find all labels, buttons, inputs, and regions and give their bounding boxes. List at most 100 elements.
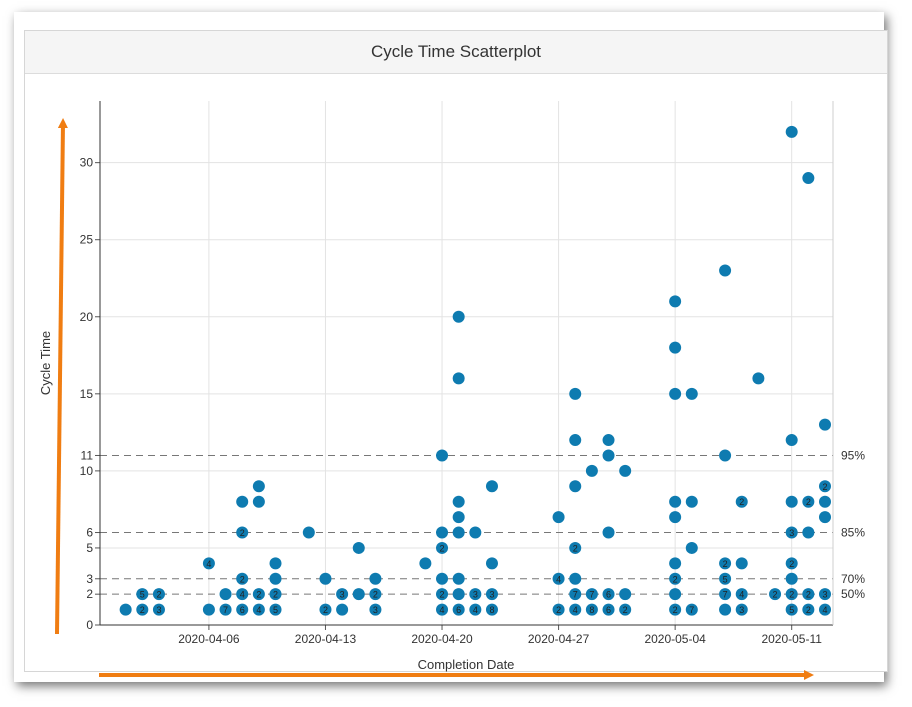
data-point — [802, 172, 815, 185]
data-point — [719, 449, 732, 462]
data-point-count: 4 — [822, 605, 827, 615]
y-tick-label: 6 — [86, 526, 93, 540]
data-point — [469, 588, 482, 601]
x-tick-label: 2020-05-04 — [644, 632, 706, 646]
y-direction-arrow-icon — [55, 118, 68, 635]
y-axis-label: Cycle Time — [38, 331, 53, 395]
data-point — [569, 480, 582, 493]
data-point-count: 8 — [589, 605, 594, 615]
percentile-label: 70% — [841, 572, 865, 586]
data-point-count: 6 — [240, 605, 245, 615]
data-point — [669, 295, 682, 308]
data-point — [669, 588, 682, 601]
data-point — [252, 480, 265, 493]
data-point — [436, 588, 449, 601]
data-point — [269, 603, 282, 616]
data-point-count: 3 — [373, 605, 378, 615]
data-point — [819, 495, 831, 508]
data-point — [236, 603, 249, 616]
data-point-count: 2 — [789, 590, 794, 600]
data-point — [302, 526, 315, 539]
data-point-count: 8 — [489, 605, 494, 615]
data-point — [369, 572, 382, 585]
data-point — [569, 588, 582, 601]
y-tick-label: 20 — [80, 310, 94, 324]
data-point-count: 2 — [323, 605, 328, 615]
data-point — [336, 588, 349, 601]
data-point — [436, 603, 449, 616]
data-point — [152, 588, 165, 601]
data-point — [602, 449, 615, 462]
data-point — [436, 449, 449, 462]
data-point — [319, 572, 332, 585]
data-point — [219, 603, 232, 616]
data-point — [336, 603, 349, 616]
y-tick-label: 5 — [86, 541, 93, 555]
data-point-count: 7 — [573, 590, 578, 600]
data-point-count: 4 — [206, 559, 211, 569]
data-point-count: 5 — [723, 574, 728, 584]
data-point — [735, 495, 748, 508]
axes: 2020-04-06 2020-04-13 2020-04-20 2020-04-27… — [80, 101, 834, 646]
data-point — [619, 603, 632, 616]
data-point-count: 7 — [723, 590, 728, 600]
data-point — [819, 588, 831, 601]
y-tick-label: 25 — [80, 233, 94, 247]
x-tick-label: 2020-05-11 — [761, 632, 822, 646]
data-point-count: 2 — [240, 528, 245, 538]
data-point — [269, 588, 282, 601]
data-point — [669, 557, 682, 570]
y-tick-label: 11 — [81, 448, 94, 462]
data-point-count: 6 — [606, 605, 611, 615]
y-tick-label: 3 — [86, 572, 93, 586]
data-point — [202, 603, 215, 616]
data-point-count: 2 — [573, 543, 578, 553]
data-point — [802, 526, 815, 539]
x-tick-label: 2020-04-13 — [295, 632, 357, 646]
data-point — [569, 572, 582, 585]
data-point — [269, 557, 282, 570]
data-point-count: 2 — [373, 590, 378, 600]
data-point — [585, 588, 598, 601]
data-point — [419, 557, 432, 570]
data-point-count: 2 — [673, 605, 678, 615]
data-point-count: 4 — [440, 605, 445, 615]
data-point — [452, 511, 465, 524]
data-point-count: 3 — [340, 590, 345, 600]
data-point — [452, 603, 465, 616]
data-point — [719, 603, 732, 616]
data-point-count: 3 — [156, 605, 161, 615]
data-point — [769, 588, 782, 601]
data-point — [669, 572, 682, 585]
data-point — [452, 526, 465, 539]
data-point — [735, 588, 748, 601]
data-point — [436, 541, 449, 554]
data-point — [452, 495, 465, 508]
y-tick-label: 30 — [80, 156, 94, 170]
data-point — [552, 572, 565, 585]
data-point — [669, 387, 682, 400]
data-point — [685, 495, 698, 508]
data-point-count: 2 — [140, 605, 145, 615]
data-point — [569, 387, 582, 400]
data-point — [585, 603, 598, 616]
data-point — [819, 480, 831, 493]
data-point-count: 2 — [723, 559, 728, 569]
data-point — [819, 418, 831, 431]
data-point — [352, 541, 365, 554]
data-point — [152, 603, 165, 616]
data-point-count: 6 — [606, 590, 611, 600]
data-point — [735, 557, 748, 570]
data-point-count: 2 — [822, 482, 827, 492]
data-point — [619, 464, 632, 477]
data-point — [685, 541, 698, 554]
data-point — [452, 588, 465, 601]
data-point-count: 4 — [240, 590, 245, 600]
data-point — [785, 572, 798, 585]
data-point-count: 2 — [806, 605, 811, 615]
data-point — [236, 572, 249, 585]
data-point-count: 7 — [223, 605, 228, 615]
y-tick-label: 15 — [80, 387, 94, 401]
data-point — [785, 125, 798, 138]
data-point — [469, 603, 482, 616]
